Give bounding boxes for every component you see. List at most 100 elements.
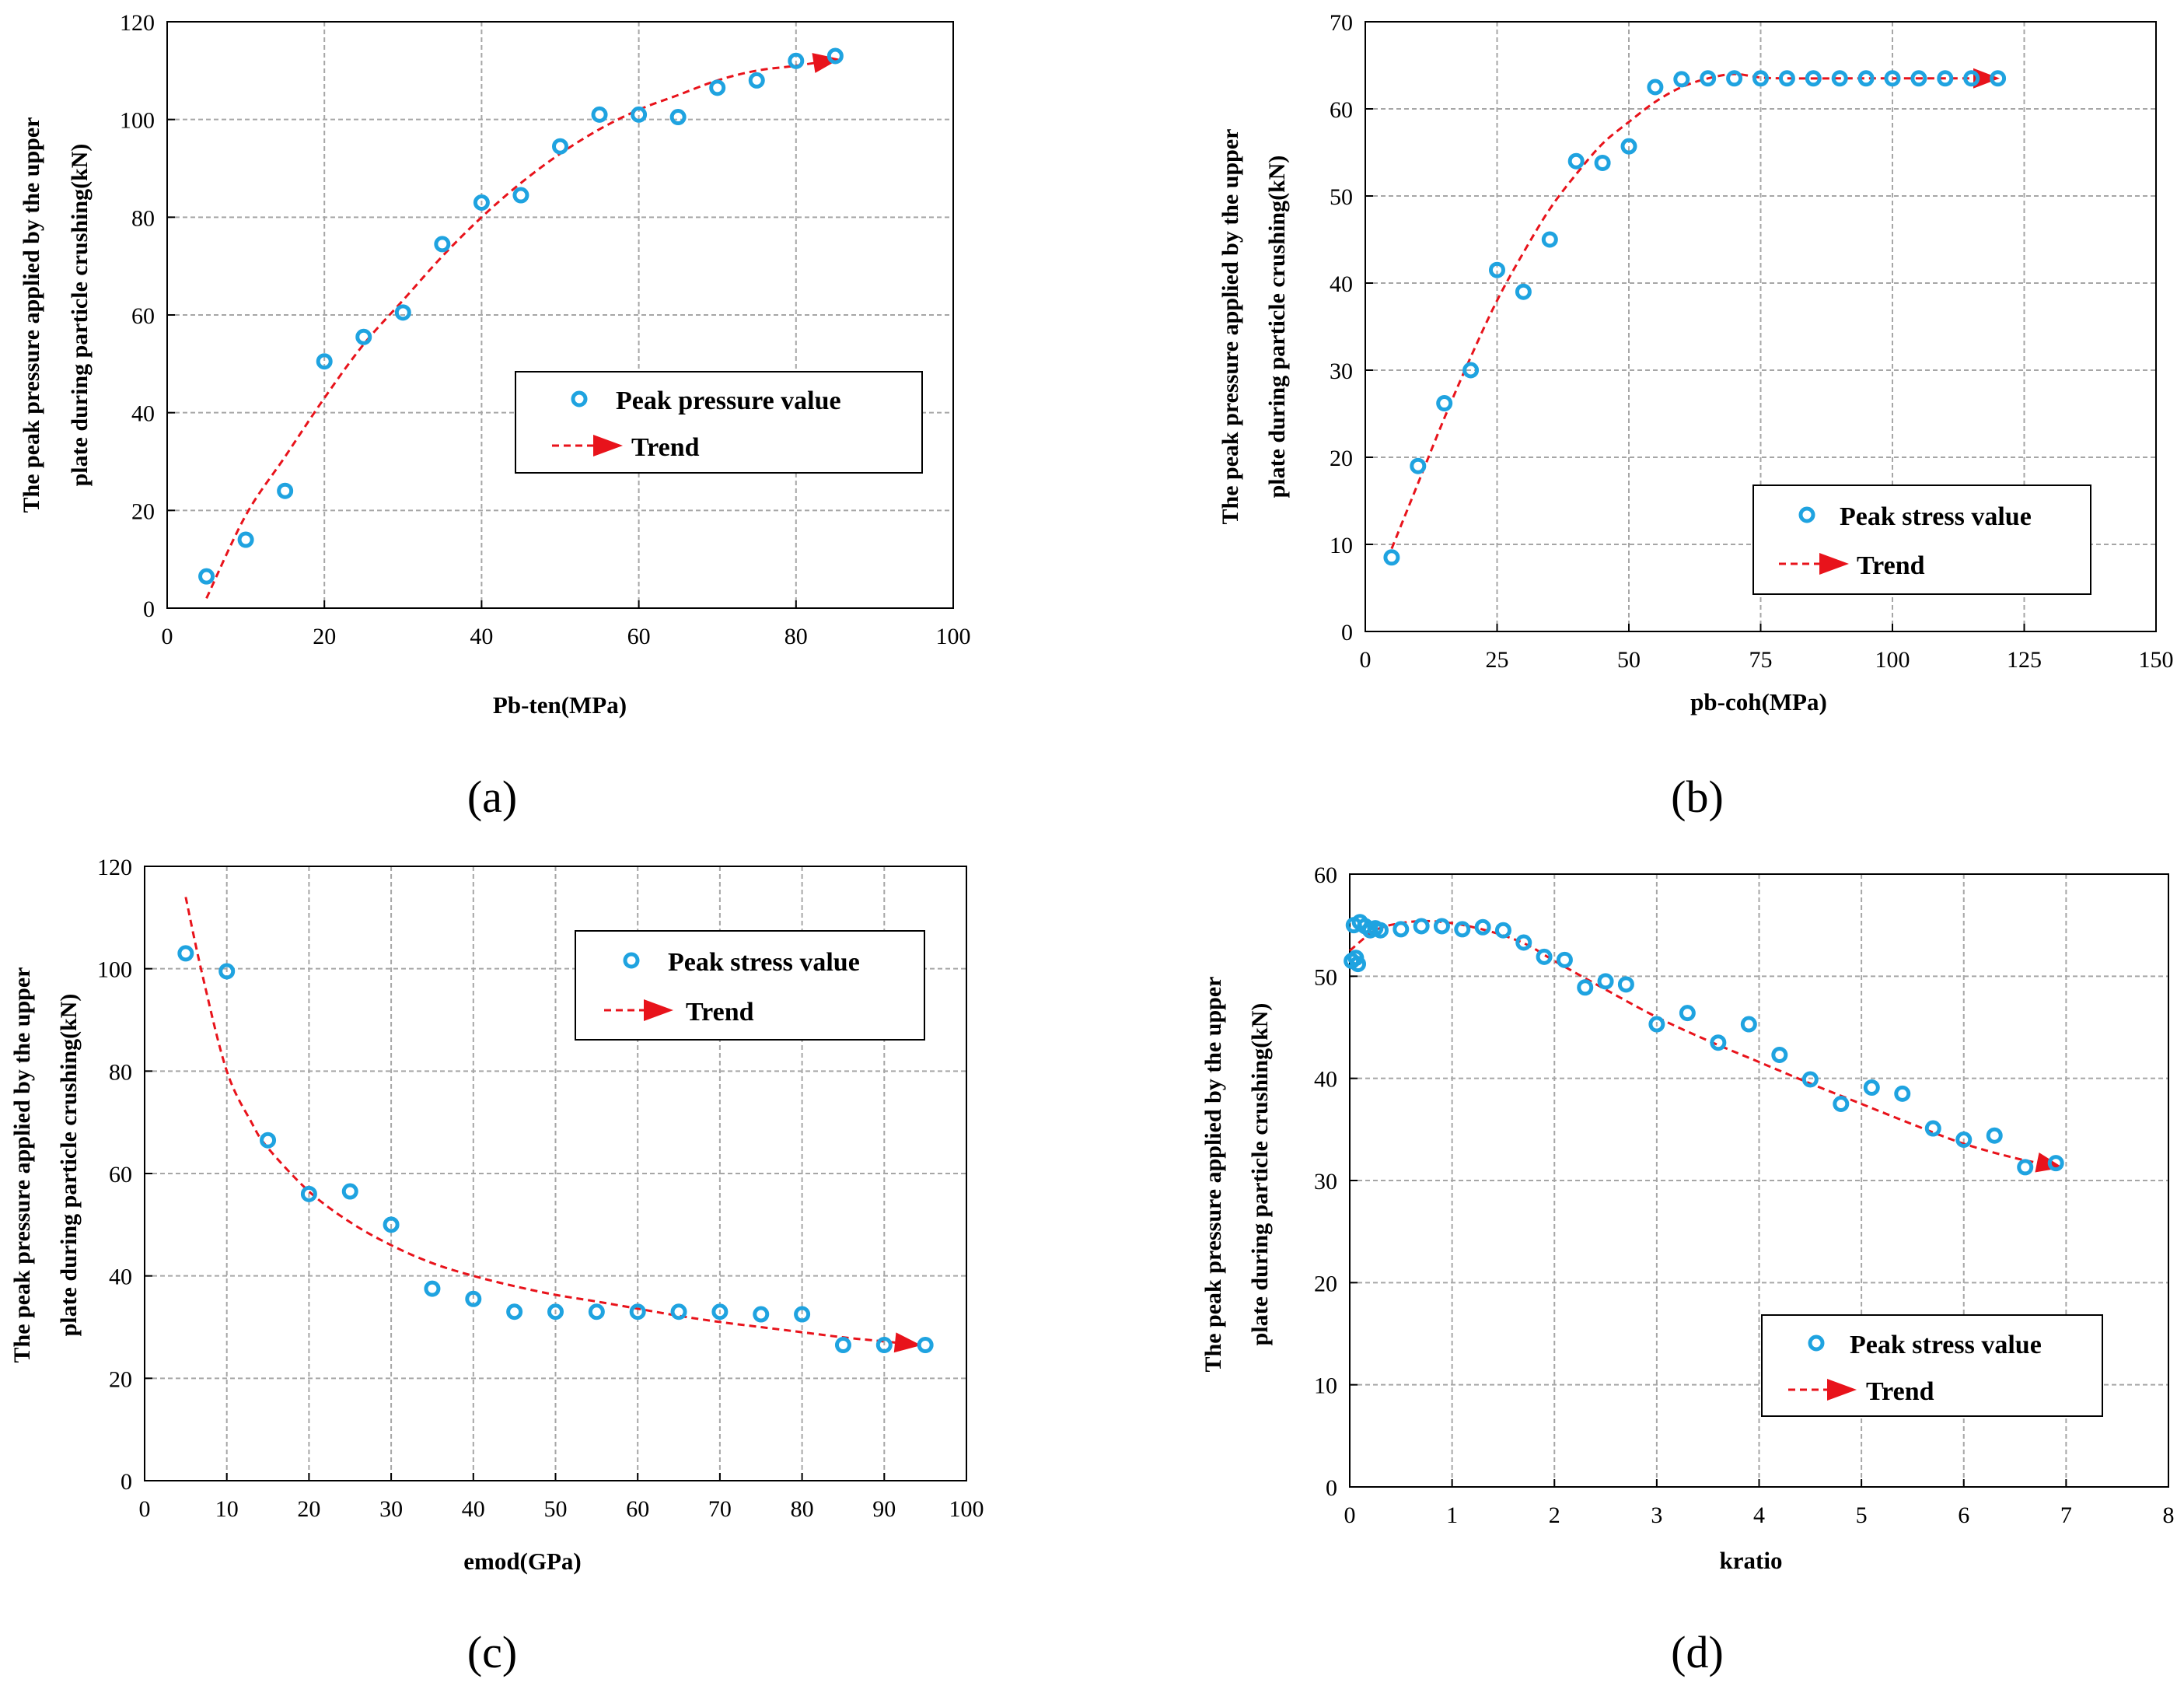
data-point xyxy=(1350,956,1367,973)
panel-label-c: (c) xyxy=(467,1627,517,1677)
y-tick-label: 100 xyxy=(97,957,132,983)
x-tick-label: 70 xyxy=(708,1496,732,1522)
data-point xyxy=(1413,918,1430,935)
data-point xyxy=(316,353,333,370)
y-tick-label: 60 xyxy=(109,1162,132,1188)
data-point xyxy=(1894,1085,1911,1102)
chart-d-ylabel-line-2: plate during particle crushing(kN) xyxy=(1247,1003,1273,1346)
x-tick-label: 60 xyxy=(626,1496,649,1522)
data-point xyxy=(1597,973,1614,990)
y-tick-label: 80 xyxy=(131,205,155,231)
data-point xyxy=(547,1303,564,1320)
chart-c-ticks: 0 10 20 30 40 50 60 70 80 90 100 0 20 40 60 80 100 120 xyxy=(97,855,984,1522)
trend-line xyxy=(1349,919,2051,1167)
chart-d-trend xyxy=(1349,919,2063,1173)
data-point xyxy=(1436,395,1453,412)
chart-a-legend: Peak pressure value Trend xyxy=(515,371,923,474)
y-tick-label: 120 xyxy=(120,10,155,36)
chart-b-legend-arrow-icon xyxy=(1819,553,1849,575)
y-tick-label: 10 xyxy=(1330,533,1353,558)
data-point xyxy=(1910,70,1927,87)
data-point xyxy=(669,109,687,126)
chart-a-legend-label-trend: Trend xyxy=(631,433,700,462)
x-tick-label: 4 xyxy=(1753,1502,1765,1528)
data-point xyxy=(383,1216,400,1233)
x-tick-label: 10 xyxy=(215,1496,239,1522)
x-tick-label: 5 xyxy=(1856,1502,1868,1528)
data-point xyxy=(1556,951,1573,968)
chart-d-legend-label-trend: Trend xyxy=(1866,1377,1934,1406)
y-tick-label: 80 xyxy=(109,1059,132,1085)
data-point xyxy=(1771,1046,1788,1063)
x-tick-label: 8 xyxy=(2163,1502,2175,1528)
data-point xyxy=(670,1303,687,1320)
x-tick-label: 80 xyxy=(791,1496,814,1522)
data-point xyxy=(1726,70,1743,87)
data-point xyxy=(177,945,194,962)
chart-a-legend-label-markers: Peak pressure value xyxy=(616,387,841,415)
data-point xyxy=(1986,1127,2003,1144)
chart-d-legend-arrow-icon xyxy=(1827,1379,1857,1401)
chart-b: 0 25 50 75 100 125 150 0 10 20 30 40 50 60 70 pb-coh(M… xyxy=(1218,10,2174,822)
data-point xyxy=(1372,922,1389,939)
chart-b-legend-box xyxy=(1752,484,2091,595)
data-point xyxy=(473,194,490,211)
chart-d-grid xyxy=(1350,874,2168,1487)
data-point xyxy=(1778,70,1795,87)
data-point xyxy=(394,304,411,321)
x-tick-label: 150 xyxy=(2139,647,2174,673)
data-point xyxy=(512,187,529,204)
data-point xyxy=(1515,934,1532,951)
x-tick-label: 7 xyxy=(2060,1502,2072,1528)
data-point xyxy=(709,79,726,96)
y-tick-label: 100 xyxy=(120,108,155,134)
x-tick-label: 50 xyxy=(544,1496,568,1522)
chart-d-ylabel-line-1: The peak pressure applied by the upper xyxy=(1200,977,1226,1373)
data-point xyxy=(788,52,805,69)
data-point xyxy=(1990,70,2007,87)
chart-a-markers xyxy=(198,47,844,585)
data-point xyxy=(1393,921,1410,938)
data-point xyxy=(588,1303,605,1320)
data-point xyxy=(1489,261,1505,278)
data-point xyxy=(1884,70,1901,87)
data-point xyxy=(753,1306,770,1323)
trend-arrowhead xyxy=(812,53,840,73)
y-tick-label: 70 xyxy=(1330,10,1353,36)
y-tick-label: 120 xyxy=(97,855,132,880)
data-point xyxy=(1857,70,1875,87)
data-point xyxy=(300,1185,317,1202)
trend-line xyxy=(184,897,910,1345)
chart-a-legend-box xyxy=(515,371,923,474)
chart-b-legend: Peak stress value Trend xyxy=(1752,484,2091,595)
panel-label-a: (a) xyxy=(467,771,517,822)
y-tick-label: 20 xyxy=(131,498,155,524)
data-point xyxy=(1673,71,1690,88)
data-point xyxy=(1620,138,1637,155)
data-point xyxy=(434,236,451,253)
chart-c-legend-label-trend: Trend xyxy=(686,998,754,1027)
data-point xyxy=(1541,231,1558,248)
chart-a-ticks: 0 20 40 60 80 100 0 20 40 60 80 100 120 xyxy=(120,10,971,649)
y-tick-label: 60 xyxy=(1314,862,1337,888)
data-point xyxy=(1462,362,1480,379)
chart-a-xlabel: Pb-ten(MPa) xyxy=(493,691,627,719)
y-tick-label: 40 xyxy=(1314,1067,1337,1093)
chart-d-legend-marker-icon xyxy=(1808,1334,1825,1352)
data-point xyxy=(260,1132,277,1149)
chart-a-legend-marker-icon xyxy=(571,390,588,408)
y-tick-label: 60 xyxy=(1330,97,1353,123)
data-point xyxy=(1577,979,1594,996)
data-point xyxy=(341,1183,358,1200)
chart-b-ylabel-line-2: plate during particle crushing(kN) xyxy=(1264,156,1290,498)
chart-c-legend-arrow-icon xyxy=(644,999,673,1021)
chart-b-legend-marker-icon xyxy=(1798,506,1815,523)
data-point xyxy=(1515,283,1532,300)
y-tick-label: 20 xyxy=(109,1366,132,1392)
y-tick-label: 30 xyxy=(1314,1169,1337,1195)
data-point xyxy=(1679,1005,1696,1022)
x-tick-label: 2 xyxy=(1549,1502,1560,1528)
chart-b-trend xyxy=(1390,68,2001,550)
data-point xyxy=(591,106,608,123)
